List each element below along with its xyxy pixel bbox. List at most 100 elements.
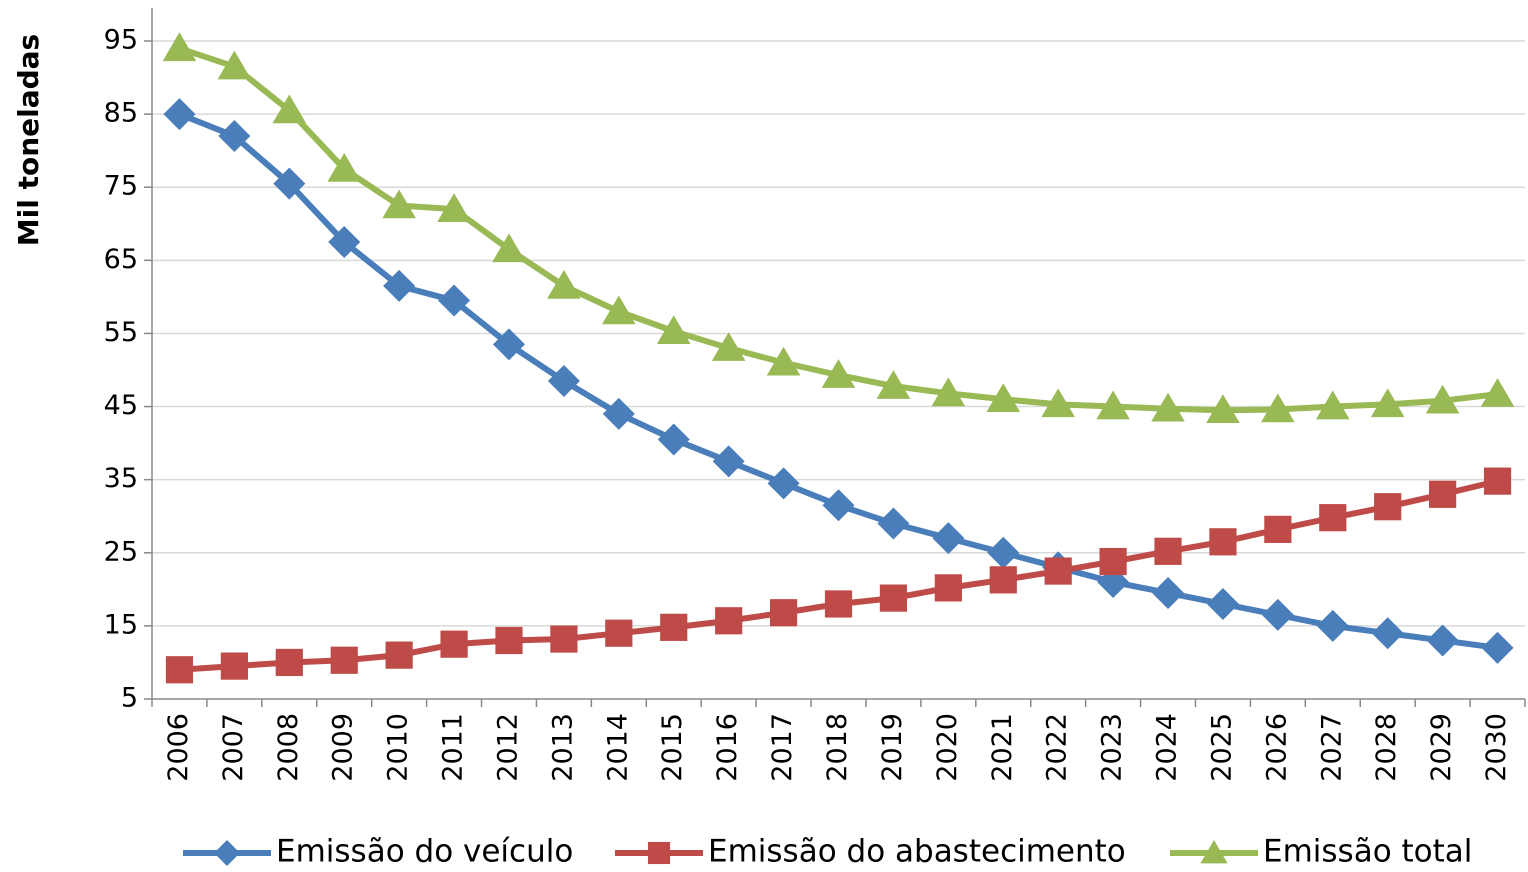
x-tick-label: 2023 xyxy=(1097,713,1128,782)
data-point xyxy=(1480,378,1515,407)
data-point xyxy=(715,607,743,635)
data-point xyxy=(218,120,251,153)
data-point xyxy=(877,507,910,540)
data-point xyxy=(492,233,526,263)
data-point xyxy=(987,536,1020,569)
data-point xyxy=(1041,388,1075,418)
data-point xyxy=(275,648,303,677)
x-tick-label: 2030 xyxy=(1481,713,1512,782)
data-point xyxy=(660,613,688,641)
y-tick-label: 5 xyxy=(121,683,138,714)
data-point xyxy=(383,269,416,302)
data-point xyxy=(986,383,1021,413)
data-point xyxy=(1319,504,1347,532)
data-point xyxy=(656,315,691,345)
legend-marker xyxy=(214,840,240,866)
data-point xyxy=(821,359,856,388)
data-point xyxy=(1371,617,1404,650)
data-point xyxy=(382,189,416,219)
data-point xyxy=(876,370,911,399)
x-tick-label: 2007 xyxy=(218,713,249,782)
data-point xyxy=(547,269,581,299)
data-point xyxy=(327,152,362,182)
data-point xyxy=(1206,587,1239,620)
data-point xyxy=(934,574,962,602)
x-tick-label: 2014 xyxy=(602,713,633,782)
x-tick-label: 2022 xyxy=(1042,713,1073,782)
x-tick-label: 2027 xyxy=(1316,713,1347,782)
data-point xyxy=(165,656,194,684)
data-point xyxy=(495,626,523,655)
data-point xyxy=(1264,515,1292,543)
legend-label: Emissão do veículo xyxy=(276,834,573,870)
x-tick-label: 2029 xyxy=(1426,713,1457,782)
y-tick-label: 55 xyxy=(104,317,138,348)
x-tick-label: 2019 xyxy=(877,713,908,782)
data-point xyxy=(328,226,361,259)
data-point xyxy=(1099,547,1127,576)
x-tick-label: 2009 xyxy=(328,713,359,782)
data-point xyxy=(1096,390,1130,420)
x-tick-label: 2025 xyxy=(1206,713,1237,782)
x-tick-label: 2012 xyxy=(492,713,523,782)
data-point xyxy=(1261,393,1295,423)
data-point xyxy=(989,566,1017,594)
x-tick-label: 2006 xyxy=(163,713,194,782)
x-tick-label: 2008 xyxy=(273,713,304,782)
x-tick-label: 2010 xyxy=(383,713,414,782)
data-point xyxy=(440,630,468,658)
y-tick-label: 35 xyxy=(104,463,138,494)
data-point xyxy=(437,193,471,222)
data-point xyxy=(547,364,580,397)
data-point xyxy=(1425,384,1460,414)
x-tick-label: 2028 xyxy=(1371,713,1402,782)
y-tick-label: 25 xyxy=(104,536,138,567)
y-axis-label: Mil toneladas xyxy=(12,34,45,246)
y-tick-label: 75 xyxy=(104,171,138,202)
data-point xyxy=(1426,624,1459,657)
x-tick-label: 2016 xyxy=(712,713,743,782)
data-point xyxy=(162,32,197,62)
data-point xyxy=(1044,557,1072,585)
data-point xyxy=(824,590,853,618)
data-point xyxy=(1374,493,1402,521)
data-point xyxy=(1206,394,1240,424)
data-point xyxy=(220,652,248,680)
data-point xyxy=(602,397,635,430)
data-point xyxy=(769,599,798,627)
data-point xyxy=(712,445,745,478)
data-point xyxy=(1483,467,1512,495)
x-tick-label: 2024 xyxy=(1152,713,1183,782)
data-point xyxy=(1429,480,1457,508)
x-tick-label: 2020 xyxy=(932,713,963,782)
x-tick-label: 2021 xyxy=(987,713,1018,782)
data-point xyxy=(385,641,413,669)
x-tick-label: 2018 xyxy=(822,713,853,782)
data-point xyxy=(932,522,965,555)
data-point xyxy=(1209,528,1237,556)
data-point xyxy=(1316,609,1349,642)
data-point xyxy=(657,423,690,456)
data-point xyxy=(931,377,966,407)
data-point xyxy=(767,467,800,500)
data-point xyxy=(879,584,908,612)
data-point xyxy=(217,50,252,80)
data-point xyxy=(550,625,578,653)
data-point xyxy=(438,284,471,317)
x-tick-label: 2017 xyxy=(767,713,798,782)
data-point xyxy=(1261,598,1294,631)
data-point xyxy=(602,295,636,325)
data-point xyxy=(1152,576,1185,609)
x-tick-label: 2026 xyxy=(1261,713,1292,782)
y-tick-label: 65 xyxy=(104,244,138,275)
data-point xyxy=(1370,388,1405,418)
data-point xyxy=(492,328,525,361)
data-point xyxy=(605,619,633,647)
data-point xyxy=(766,346,801,376)
data-point xyxy=(163,98,196,131)
data-point xyxy=(711,332,746,361)
data-point xyxy=(1154,537,1182,565)
data-point xyxy=(330,646,358,674)
data-point xyxy=(1481,631,1514,664)
x-tick-label: 2015 xyxy=(657,713,688,782)
